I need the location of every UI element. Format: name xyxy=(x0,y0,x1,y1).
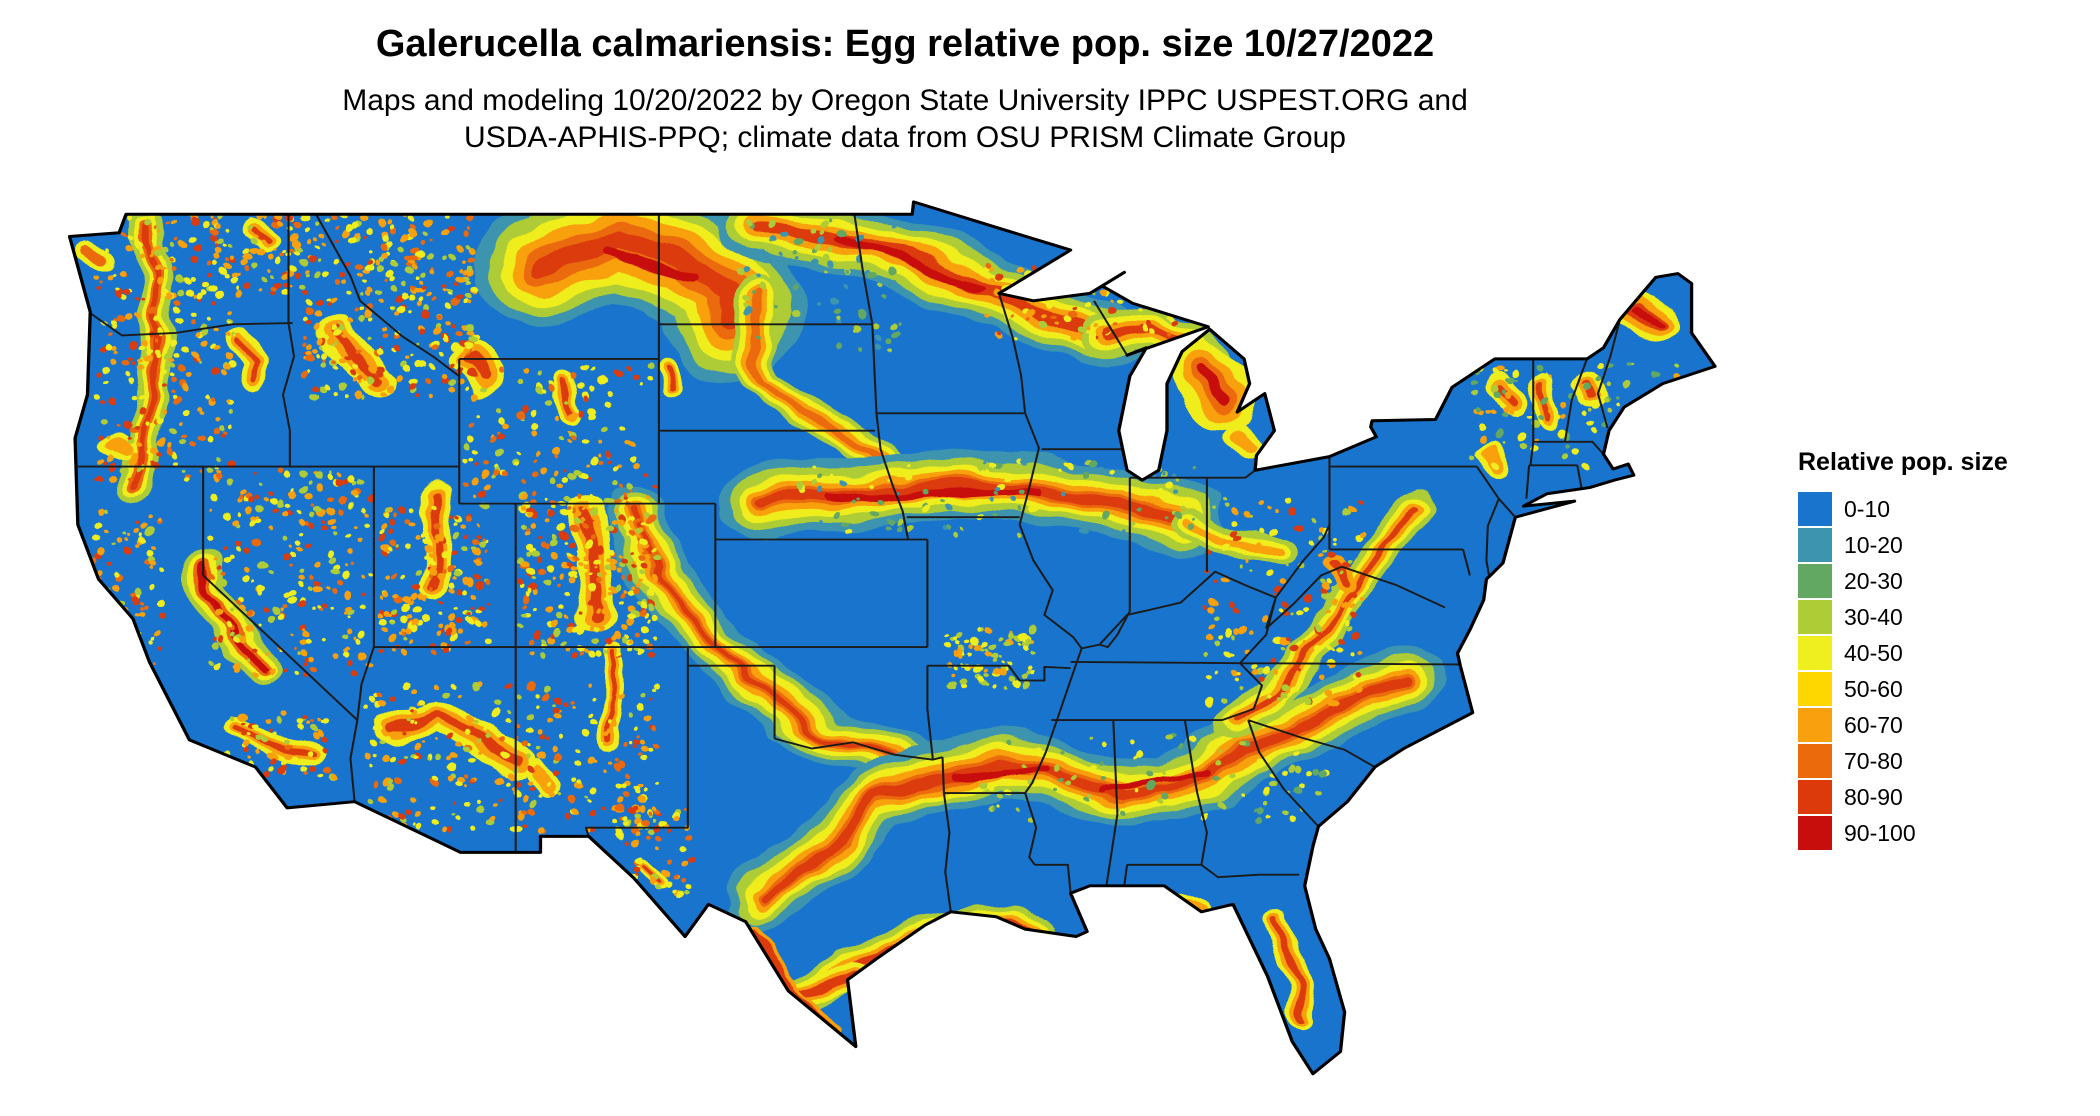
legend-item: 90-100 xyxy=(1798,815,2088,851)
legend-item: 80-90 xyxy=(1798,779,2088,815)
state-borders xyxy=(77,213,1621,912)
legend-label: 70-80 xyxy=(1844,747,1903,774)
legend-swatch xyxy=(1798,816,1832,850)
legend-item: 30-40 xyxy=(1798,599,2088,635)
legend-label: 90-100 xyxy=(1844,819,1916,846)
legend-swatch xyxy=(1798,528,1832,562)
legend-item: 20-30 xyxy=(1798,563,2088,599)
us-map-container xyxy=(20,140,1810,1080)
map-subtitle-line2: USDA-APHIS-PPQ; climate data from OSU PR… xyxy=(464,121,1346,155)
map-subtitle-line1: Maps and modeling 10/20/2022 by Oregon S… xyxy=(342,83,1468,117)
map-title: Galerucella calmariensis: Egg relative p… xyxy=(375,23,1435,65)
legend-item: 70-80 xyxy=(1798,743,2088,779)
us-outline xyxy=(67,200,1717,1076)
legend-swatch xyxy=(1798,780,1832,814)
map-legend: Relative pop. size 0-10 10-20 20-30 30-40 40… xyxy=(1798,448,2088,851)
legend-label: 50-60 xyxy=(1844,675,1903,702)
legend-label: 80-90 xyxy=(1844,783,1903,810)
legend-label: 40-50 xyxy=(1844,639,1903,666)
legend-label: 0-10 xyxy=(1844,495,1891,522)
legend-label: 20-30 xyxy=(1844,567,1903,594)
map-subtitle: Maps and modeling 10/20/2022 by Oregon S… xyxy=(0,82,1810,157)
legend-item: 10-20 xyxy=(1798,527,2088,563)
legend-swatch xyxy=(1798,672,1832,706)
map-header: Galerucella calmariensis: Egg relative p… xyxy=(0,22,1810,157)
legend-label: 10-20 xyxy=(1844,531,1903,558)
legend-swatch xyxy=(1798,600,1832,634)
legend-swatch xyxy=(1798,636,1832,670)
legend-label: 30-40 xyxy=(1844,603,1903,630)
legend-item: 0-10 xyxy=(1798,491,2088,527)
legend-items: 0-10 10-20 20-30 30-40 40-50 50-60 60-70 70-80 8… xyxy=(1798,491,2088,851)
us-map xyxy=(67,200,1717,1076)
legend-label: 60-70 xyxy=(1844,711,1903,738)
legend-item: 60-70 xyxy=(1798,707,2088,743)
legend-item: 40-50 xyxy=(1798,635,2088,671)
legend-swatch xyxy=(1798,744,1832,778)
legend-swatch xyxy=(1798,492,1832,526)
legend-title: Relative pop. size xyxy=(1798,448,2008,476)
legend-swatch xyxy=(1798,708,1832,742)
legend-swatch xyxy=(1798,564,1832,598)
legend-item: 50-60 xyxy=(1798,671,2088,707)
